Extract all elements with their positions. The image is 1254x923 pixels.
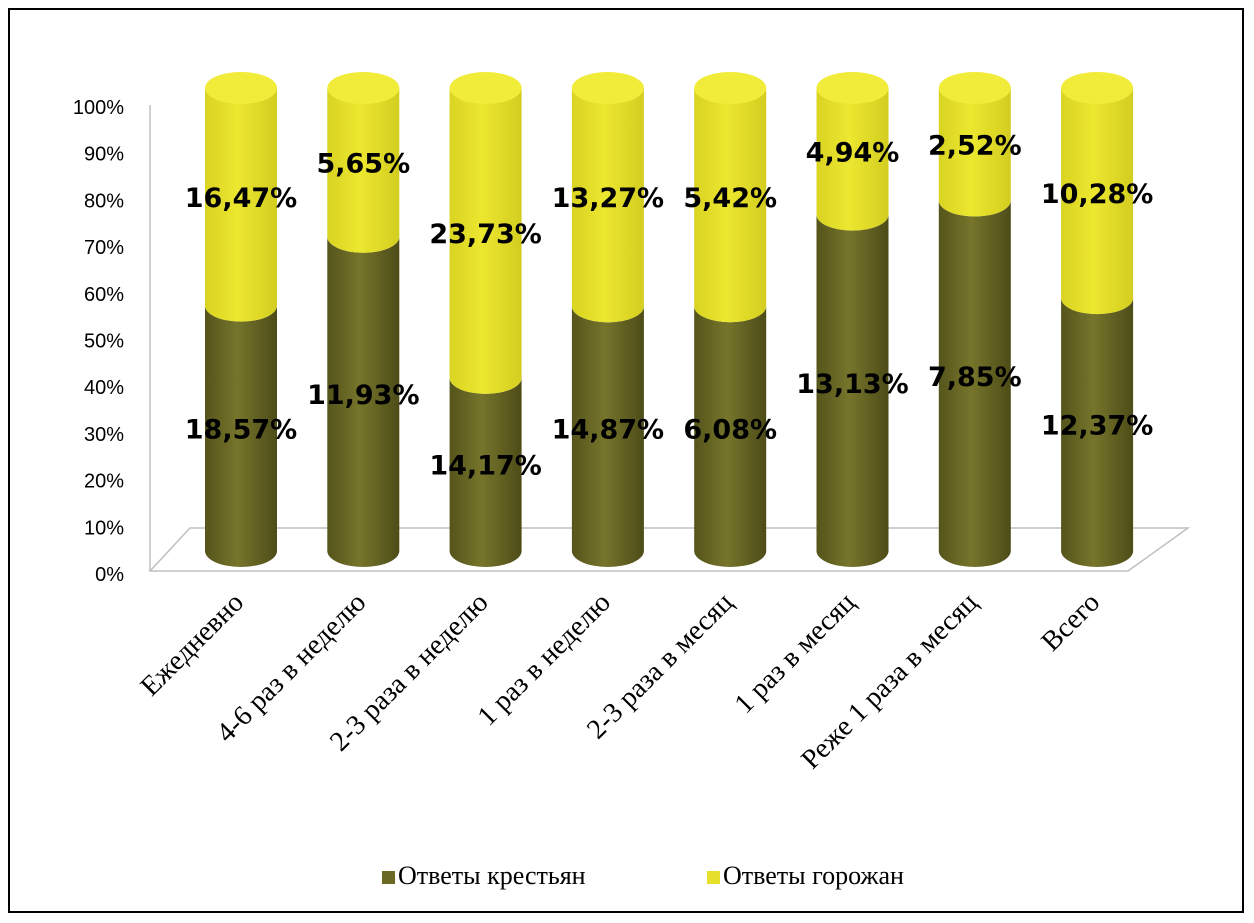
data-label-peasants: 12,37% (1041, 411, 1153, 442)
data-label-peasants: 14,17% (429, 450, 541, 481)
y-tick-label: 40% (84, 377, 124, 399)
y-tick-label: 0% (95, 564, 124, 586)
y-tick-label: 100% (73, 97, 124, 119)
data-label-peasants: 14,87% (552, 415, 664, 446)
data-label-townspeople: 5,65% (316, 148, 410, 179)
bar-3 (572, 72, 644, 567)
data-label-peasants: 18,57% (185, 414, 297, 445)
bar-top-cap (450, 72, 522, 104)
bar-4 (694, 72, 766, 567)
data-label-townspeople: 13,27% (552, 183, 664, 214)
bar-7 (1061, 72, 1133, 567)
data-label-townspeople: 2,52% (928, 130, 1022, 161)
bar-top-cap (694, 72, 766, 104)
data-label-townspeople: 10,28% (1041, 179, 1153, 210)
data-label-townspeople: 5,42% (683, 183, 777, 214)
legend-label: Ответы крестьян (398, 861, 586, 890)
y-tick-label: 80% (84, 190, 124, 212)
x-category-label: Всего (1036, 587, 1106, 657)
bar-1 (327, 72, 399, 567)
y-tick-label: 60% (84, 284, 124, 306)
data-label-townspeople: 16,47% (185, 183, 297, 214)
legend: Ответы крестьян Ответы горожан (382, 861, 904, 890)
bar-top-cap (1061, 72, 1133, 104)
x-category-label: Ежедневно (135, 587, 250, 702)
data-label-townspeople: 4,94% (806, 137, 900, 168)
bar-top-cap (205, 72, 277, 104)
bar-top-cap (939, 72, 1011, 104)
y-tick-label: 30% (84, 424, 124, 446)
y-tick-label: 90% (84, 144, 124, 166)
floor-plane (150, 528, 1188, 571)
y-tick-label: 70% (84, 237, 124, 259)
y-tick-label: 10% (84, 517, 124, 539)
legend-swatch (382, 871, 395, 884)
legend-label: Ответы горожан (723, 861, 904, 890)
bar-top-cap (817, 72, 889, 104)
data-label-peasants: 7,85% (928, 362, 1022, 393)
y-tick-label: 50% (84, 331, 124, 353)
data-label-townspeople: 23,73% (429, 219, 541, 250)
x-category-label: 1 раз в месяц (729, 587, 862, 720)
bar-top-cap (572, 72, 644, 104)
data-label-peasants: 13,13% (796, 369, 908, 400)
y-tick-label: 20% (84, 471, 124, 493)
bar-top-cap (327, 72, 399, 104)
data-label-peasants: 6,08% (683, 415, 777, 446)
bar-2 (450, 72, 522, 567)
data-label-peasants: 11,93% (307, 380, 419, 411)
bar-0 (205, 72, 277, 567)
legend-swatch (707, 871, 720, 884)
